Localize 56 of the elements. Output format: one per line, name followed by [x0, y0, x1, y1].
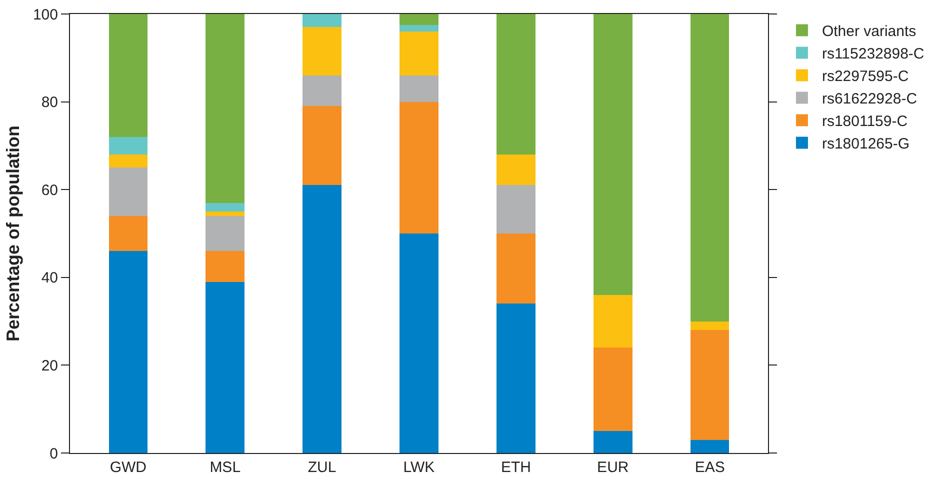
bar	[206, 282, 244, 453]
bar	[302, 75, 342, 106]
bar	[690, 14, 730, 322]
bar	[206, 216, 244, 252]
x-tick-label: MSL	[210, 459, 241, 476]
bar	[108, 154, 148, 168]
bar	[496, 154, 536, 186]
y-tick-label: 60	[41, 182, 58, 199]
bar	[496, 185, 536, 234]
y-tick-label: 20	[41, 357, 58, 374]
legend-label: Other variants	[822, 23, 916, 40]
bar	[206, 251, 244, 282]
x-tick-label: ETH	[500, 459, 531, 476]
bar	[690, 440, 730, 453]
y-tick-label: 40	[41, 270, 58, 287]
legend-label: rs2297595-C	[822, 68, 909, 86]
bar	[302, 14, 342, 28]
bar	[206, 202, 244, 212]
y-axis-title: Percentage of population	[3, 125, 24, 342]
bar	[690, 330, 730, 440]
x-tick-label: GWD	[110, 459, 147, 476]
bar	[206, 212, 244, 216]
bar	[496, 234, 536, 304]
legend-label: rs115232898-C	[822, 46, 924, 63]
bar	[108, 136, 148, 154]
bar	[594, 14, 632, 295]
x-tick-label: ZUL	[308, 459, 336, 476]
bar	[108, 251, 148, 453]
bar	[400, 32, 438, 76]
y-tick-label: 80	[41, 94, 58, 112]
bar	[400, 75, 438, 102]
x-tick-label: EAS	[694, 459, 725, 476]
bar	[302, 106, 342, 186]
y-tick-label: 0	[50, 445, 58, 462]
bar	[400, 234, 438, 453]
legend-label: rs1801159-C	[822, 113, 908, 130]
bar	[302, 185, 342, 453]
bar	[400, 102, 438, 234]
bar	[496, 14, 536, 154]
y-tick-label: 100	[32, 6, 58, 24]
bar	[594, 294, 632, 348]
bar	[594, 348, 632, 432]
bar	[400, 14, 438, 25]
bar	[496, 304, 536, 453]
bar	[302, 27, 342, 76]
bar	[108, 216, 148, 252]
bar	[594, 431, 632, 453]
bar	[108, 14, 148, 137]
x-tick-label: EUR	[597, 459, 629, 476]
legend-label: rs61622928-C	[822, 90, 918, 108]
legend-label: rs1801265-G	[822, 136, 910, 153]
bar	[108, 168, 148, 216]
x-tick-label: LWK	[403, 459, 435, 476]
bar	[206, 14, 244, 203]
bar	[400, 24, 438, 32]
bar	[690, 321, 730, 330]
